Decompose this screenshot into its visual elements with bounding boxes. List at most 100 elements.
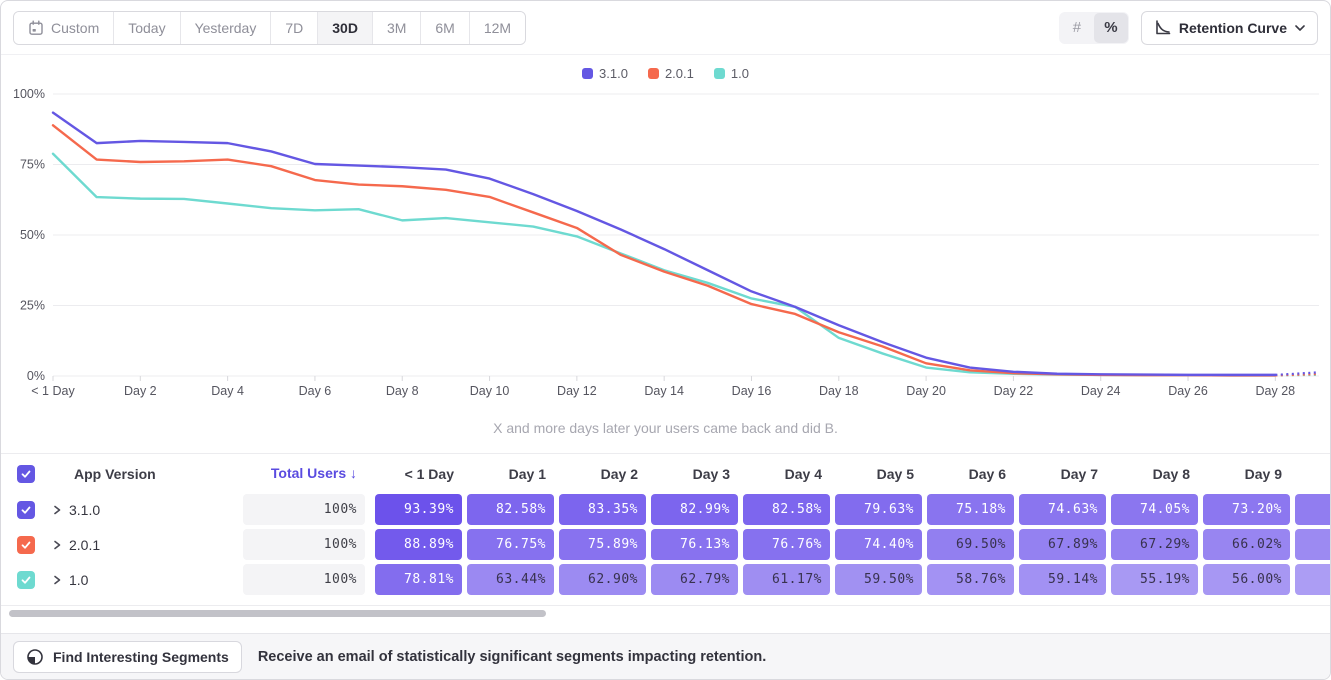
retention-value-cell[interactable]: 76.13% bbox=[651, 529, 738, 560]
retention-value-cell[interactable]: 67.29% bbox=[1111, 529, 1198, 560]
date-range-yesterday[interactable]: Yesterday bbox=[180, 11, 272, 44]
absolute-numbers-button[interactable]: # bbox=[1060, 13, 1094, 43]
column-header-day[interactable]: Day 5 bbox=[876, 466, 914, 482]
column-header-day[interactable]: Day 6 bbox=[968, 466, 1006, 482]
x-axis-label: Day 14 bbox=[644, 384, 684, 398]
retention-value-cell[interactable]: 79.63% bbox=[835, 494, 922, 525]
horizontal-scrollbar-track bbox=[1, 608, 1330, 620]
retention-value-cell[interactable]: 88.89% bbox=[375, 529, 462, 560]
y-axis-label: 100% bbox=[13, 87, 45, 101]
retention-value-cell[interactable]: 62.79% bbox=[651, 564, 738, 595]
total-users-cell: 100% bbox=[243, 494, 365, 525]
retention-value-cell[interactable]: 59.14% bbox=[1019, 564, 1106, 595]
x-axis-label: Day 28 bbox=[1256, 384, 1296, 398]
retention-table: App Version Total Users ↓ < 1 Day Day 1 Day … bbox=[1, 453, 1330, 606]
date-range-today[interactable]: Today bbox=[114, 11, 181, 44]
row-label-col: 3.1.0 bbox=[17, 500, 243, 519]
column-header-app-version[interactable]: App Version bbox=[74, 466, 156, 482]
retention-value-cell[interactable]: 83.35% bbox=[559, 494, 646, 525]
retention-value-cell-clipped[interactable] bbox=[1295, 564, 1330, 595]
retention-value-cell[interactable]: 75.18% bbox=[927, 494, 1014, 525]
retention-value-cell[interactable]: 82.58% bbox=[743, 494, 830, 525]
date-range-label: Today bbox=[128, 19, 166, 36]
find-interesting-segments-label: Find Interesting Segments bbox=[53, 648, 229, 665]
chevron-right-icon[interactable] bbox=[52, 540, 62, 550]
retention-value-cell[interactable]: 82.58% bbox=[467, 494, 554, 525]
row-checkbox[interactable] bbox=[17, 500, 35, 519]
chevron-right-icon[interactable] bbox=[52, 575, 62, 585]
checkmark-icon bbox=[21, 470, 31, 478]
row-checkbox[interactable] bbox=[17, 535, 35, 554]
column-header-total-users[interactable]: Total Users ↓ bbox=[270, 465, 357, 481]
row-checkbox[interactable] bbox=[17, 570, 35, 589]
find-interesting-segments-button[interactable]: Find Interesting Segments bbox=[13, 640, 242, 673]
row-label-col: 1.0 bbox=[17, 570, 243, 589]
percentages-button[interactable]: % bbox=[1093, 12, 1128, 43]
x-axis-label: Day 10 bbox=[470, 384, 510, 398]
date-range-6m[interactable]: 6M bbox=[421, 11, 470, 44]
x-axis-label: Day 20 bbox=[906, 384, 946, 398]
retention-value-cell[interactable]: 93.39% bbox=[375, 494, 462, 525]
retention-value-cell[interactable]: 58.76% bbox=[927, 564, 1014, 595]
retention-value-cell-clipped[interactable] bbox=[1295, 529, 1330, 560]
table-header-row: App Version Total Users ↓ < 1 Day Day 1 Day … bbox=[1, 454, 1330, 494]
date-range-label: 6M bbox=[435, 19, 455, 36]
retention-value-cell[interactable]: 55.19% bbox=[1111, 564, 1198, 595]
date-range-7d[interactable]: 7D bbox=[271, 11, 319, 44]
retention-value-cell[interactable]: 74.05% bbox=[1111, 494, 1198, 525]
select-all-checkbox[interactable] bbox=[17, 465, 35, 483]
column-header-day[interactable]: Day 2 bbox=[600, 466, 638, 482]
chevron-right-icon[interactable] bbox=[52, 505, 62, 515]
retention-value-cell[interactable]: 69.50% bbox=[927, 529, 1014, 560]
retention-value-cell[interactable]: 76.76% bbox=[743, 529, 830, 560]
y-axis-label: 75% bbox=[20, 158, 45, 172]
retention-value-cell[interactable]: 74.63% bbox=[1019, 494, 1106, 525]
retention-value-cell[interactable]: 76.75% bbox=[467, 529, 554, 560]
column-header-day[interactable]: Day 4 bbox=[784, 466, 822, 482]
total-users-cell: 100% bbox=[243, 529, 365, 560]
retention-value-cell[interactable]: 67.89% bbox=[1019, 529, 1106, 560]
date-range-label: Yesterday bbox=[194, 19, 257, 36]
segments-icon bbox=[27, 648, 43, 665]
checkmark-icon bbox=[21, 506, 31, 514]
legend-item-3-1-0[interactable]: 3.1.0 bbox=[582, 66, 628, 81]
column-header-day[interactable]: Day 9 bbox=[1244, 466, 1282, 482]
date-range-30d[interactable]: 30D bbox=[318, 11, 373, 44]
retention-value-cell[interactable]: 82.99% bbox=[651, 494, 738, 525]
date-range-12m[interactable]: 12M bbox=[469, 11, 526, 44]
series-line-1-0 bbox=[51, 152, 1277, 377]
horizontal-scrollbar-thumb[interactable] bbox=[9, 610, 546, 617]
retention-value-cell[interactable]: 62.90% bbox=[559, 564, 646, 595]
legend-item-2-0-1[interactable]: 2.0.1 bbox=[647, 66, 694, 81]
retention-value-cell-clipped[interactable] bbox=[1295, 494, 1330, 525]
retention-value-cell[interactable]: 78.81% bbox=[375, 564, 462, 595]
date-range-selector: Custom Today Yesterday 7D 30D 3M 6M 12M bbox=[13, 10, 527, 45]
date-range-custom[interactable]: Custom bbox=[14, 11, 115, 44]
column-header-day[interactable]: < 1 Day bbox=[404, 466, 454, 482]
column-header-day[interactable]: Day 7 bbox=[1060, 466, 1098, 482]
footer-message: Receive an email of statistically signif… bbox=[257, 648, 767, 665]
retention-value-cell[interactable]: 61.17% bbox=[743, 564, 830, 595]
x-axis-label: Day 8 bbox=[386, 384, 419, 398]
retention-value-cell[interactable]: 73.20% bbox=[1203, 494, 1290, 525]
x-axis-label: Day 2 bbox=[124, 384, 157, 398]
retention-value-cell[interactable]: 74.40% bbox=[835, 529, 922, 560]
retention-value-cell[interactable]: 59.50% bbox=[835, 564, 922, 595]
retention-value-cell[interactable]: 63.44% bbox=[467, 564, 554, 595]
column-header-day[interactable]: Day 3 bbox=[692, 466, 730, 482]
x-axis-label: Day 18 bbox=[819, 384, 859, 398]
date-range-3m[interactable]: 3M bbox=[372, 11, 422, 44]
column-header-day[interactable]: Day 8 bbox=[1152, 466, 1190, 482]
retention-value-cell[interactable]: 56.00% bbox=[1203, 564, 1290, 595]
chart-caption: X and more days later your users came ba… bbox=[493, 420, 838, 436]
report-type-dropdown[interactable]: Retention Curve bbox=[1140, 10, 1318, 45]
retention-value-cell[interactable]: 75.89% bbox=[559, 529, 646, 560]
total-users-cell: 100% bbox=[243, 564, 365, 595]
series-line-3-1-0 bbox=[51, 111, 1277, 377]
retention-value-cell[interactable]: 66.02% bbox=[1203, 529, 1290, 560]
legend-item-1-0[interactable]: 1.0 bbox=[713, 66, 749, 81]
x-axis-label: Day 16 bbox=[732, 384, 772, 398]
chart-legend: 3.1.0 2.0.1 1.0 bbox=[1, 63, 1330, 83]
toolbar-right: #% Retention Curve bbox=[1058, 10, 1318, 45]
column-header-day[interactable]: Day 1 bbox=[508, 466, 546, 482]
